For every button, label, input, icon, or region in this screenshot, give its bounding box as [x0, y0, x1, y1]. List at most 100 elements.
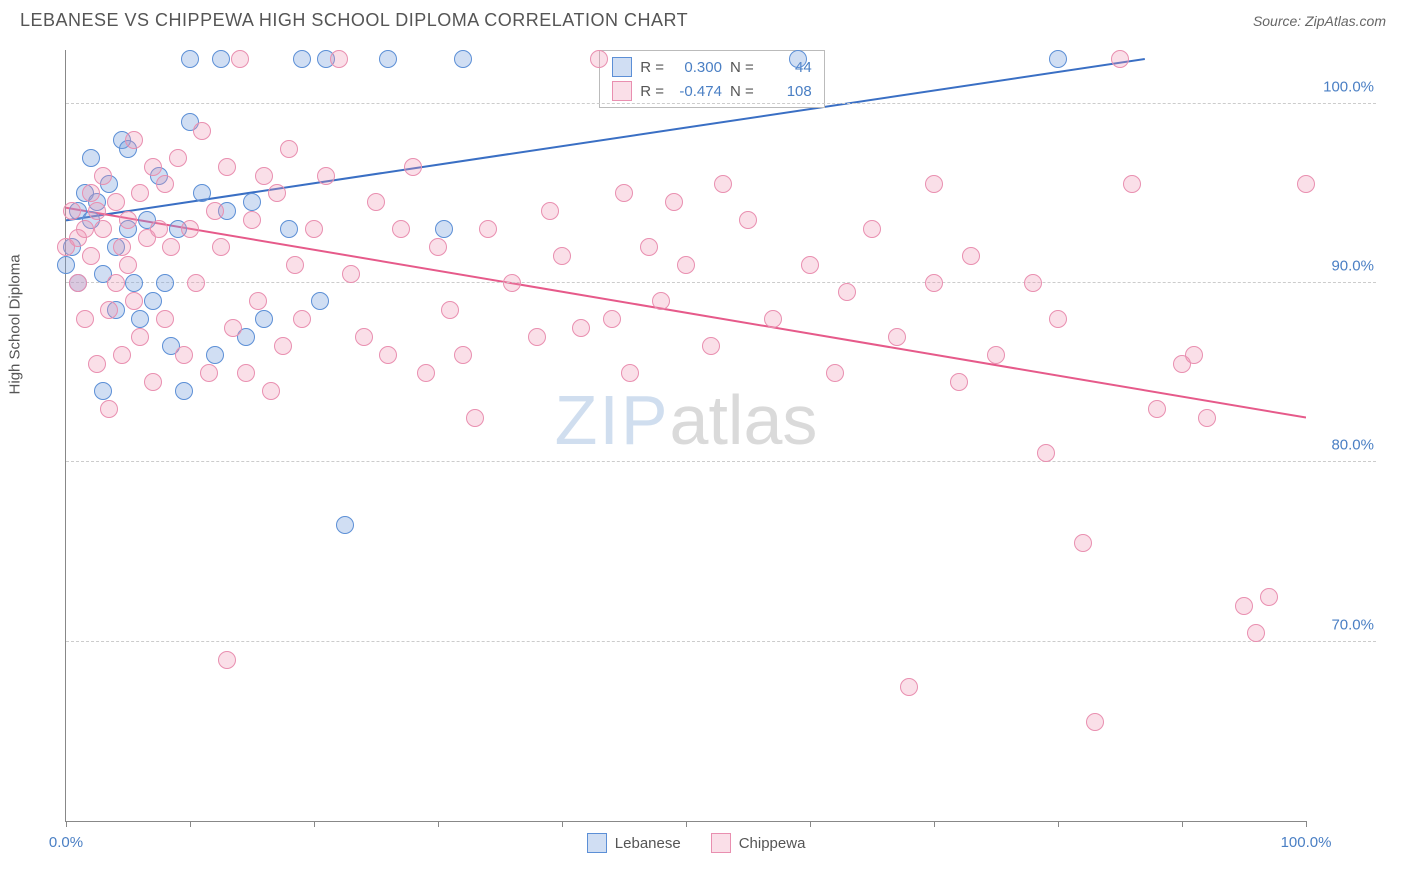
x-tick	[438, 821, 439, 827]
data-point	[156, 274, 174, 292]
data-point	[652, 292, 670, 310]
stats-row-2: R = -0.474 N = 108	[600, 79, 824, 103]
data-point	[57, 256, 75, 274]
data-point	[82, 149, 100, 167]
x-tick	[562, 821, 563, 827]
data-point	[212, 238, 230, 256]
data-point	[330, 50, 348, 68]
data-point	[249, 292, 267, 310]
data-point	[888, 328, 906, 346]
legend-swatch-chippewa	[711, 833, 731, 853]
data-point	[162, 238, 180, 256]
data-point	[107, 193, 125, 211]
data-point	[838, 283, 856, 301]
data-point	[925, 274, 943, 292]
x-tick-label: 100.0%	[1281, 834, 1332, 851]
x-tick	[810, 821, 811, 827]
data-point	[665, 193, 683, 211]
data-point	[125, 292, 143, 310]
data-point	[255, 167, 273, 185]
chart-container: High School Diploma ZIPatlas R = 0.300 N…	[20, 40, 1386, 872]
data-point	[441, 301, 459, 319]
x-tick	[1058, 821, 1059, 827]
data-point	[950, 373, 968, 391]
data-point	[714, 175, 732, 193]
x-tick	[66, 821, 67, 827]
data-point	[88, 202, 106, 220]
data-point	[212, 50, 230, 68]
x-tick	[934, 821, 935, 827]
data-point	[193, 184, 211, 202]
data-point	[826, 364, 844, 382]
data-point	[119, 256, 137, 274]
data-point	[237, 364, 255, 382]
data-point	[82, 184, 100, 202]
data-point	[621, 364, 639, 382]
data-point	[925, 175, 943, 193]
data-point	[1123, 175, 1141, 193]
data-point	[144, 158, 162, 176]
data-point	[119, 211, 137, 229]
data-point	[590, 50, 608, 68]
x-tick	[1182, 821, 1183, 827]
data-point	[1049, 50, 1067, 68]
data-point	[131, 310, 149, 328]
data-point	[1247, 624, 1265, 642]
data-point	[764, 310, 782, 328]
data-point	[69, 274, 87, 292]
plot-area: ZIPatlas R = 0.300 N = 44 R = -0.474 N =…	[65, 50, 1306, 822]
data-point	[435, 220, 453, 238]
data-point	[1037, 444, 1055, 462]
data-point	[528, 328, 546, 346]
data-point	[280, 140, 298, 158]
data-point	[100, 400, 118, 418]
data-point	[311, 292, 329, 310]
gridline	[66, 461, 1376, 462]
data-point	[479, 220, 497, 238]
data-point	[94, 220, 112, 238]
data-point	[82, 247, 100, 265]
data-point	[206, 202, 224, 220]
data-point	[801, 256, 819, 274]
chart-title: LEBANESE VS CHIPPEWA HIGH SCHOOL DIPLOMA…	[20, 10, 688, 31]
data-point	[181, 220, 199, 238]
data-point	[175, 346, 193, 364]
data-point	[218, 158, 236, 176]
data-point	[603, 310, 621, 328]
data-point	[107, 274, 125, 292]
data-point	[131, 184, 149, 202]
data-point	[274, 337, 292, 355]
data-point	[293, 50, 311, 68]
data-point	[900, 678, 918, 696]
data-point	[76, 310, 94, 328]
data-point	[150, 220, 168, 238]
data-point	[131, 328, 149, 346]
data-point	[100, 301, 118, 319]
trend-lines	[66, 50, 1306, 821]
data-point	[553, 247, 571, 265]
legend-item-chippewa: Chippewa	[711, 833, 806, 853]
data-point	[94, 167, 112, 185]
data-point	[392, 220, 410, 238]
data-point	[218, 651, 236, 669]
x-tick	[686, 821, 687, 827]
legend-swatch-lebanese	[587, 833, 607, 853]
data-point	[1086, 713, 1104, 731]
data-point	[1148, 400, 1166, 418]
y-axis-label: High School Diploma	[7, 254, 24, 394]
data-point	[187, 274, 205, 292]
data-point	[169, 149, 187, 167]
x-tick-label: 0.0%	[49, 834, 83, 851]
data-point	[224, 319, 242, 337]
data-point	[1024, 274, 1042, 292]
data-point	[702, 337, 720, 355]
data-point	[739, 211, 757, 229]
swatch-lebanese	[612, 57, 632, 77]
data-point	[144, 292, 162, 310]
data-point	[336, 516, 354, 534]
y-tick-label: 90.0%	[1331, 258, 1374, 275]
data-point	[125, 131, 143, 149]
data-point	[962, 247, 980, 265]
gridline	[66, 103, 1376, 104]
data-point	[206, 346, 224, 364]
